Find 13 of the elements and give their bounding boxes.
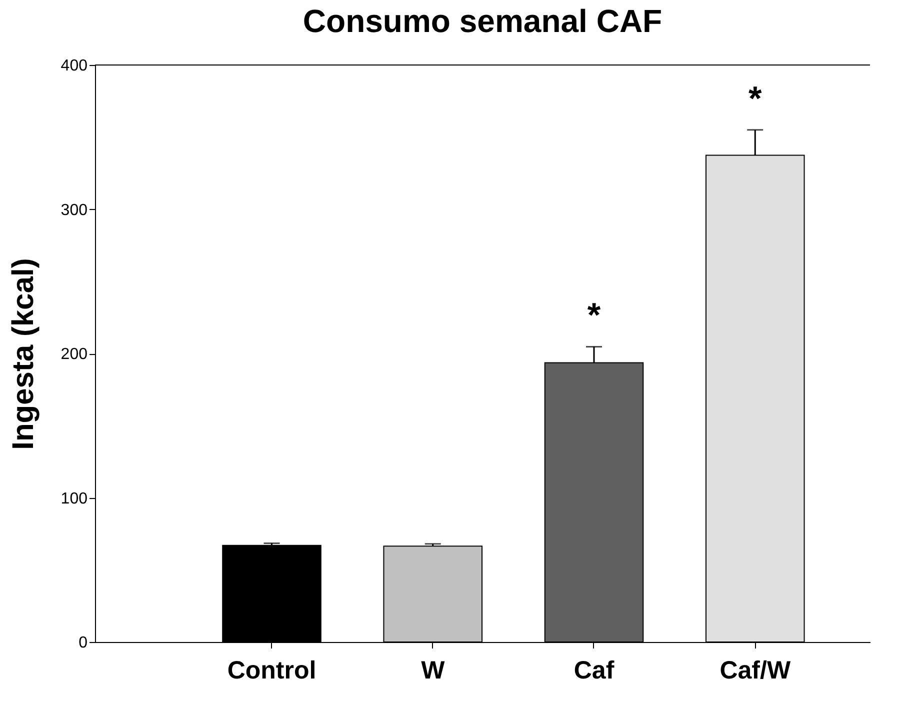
y-tick-label: 400: [60, 58, 88, 74]
x-tick-label: Control: [227, 656, 316, 684]
x-tick-label: Caf: [574, 656, 615, 684]
y-tick-label: 0: [78, 634, 88, 652]
annotation: *: [748, 80, 762, 118]
x-tick-label: Caf/W: [720, 656, 791, 684]
y-tick-label: 100: [60, 490, 88, 508]
annotation: *: [587, 296, 602, 335]
chart-title: Consumo semanal CAF: [302, 3, 662, 39]
y-tick-label: 300: [60, 202, 88, 219]
y-tick-label: 200: [60, 346, 88, 363]
x-tick-label: W: [421, 656, 446, 684]
y-axis-title: Ingesta (kcal): [6, 258, 40, 450]
